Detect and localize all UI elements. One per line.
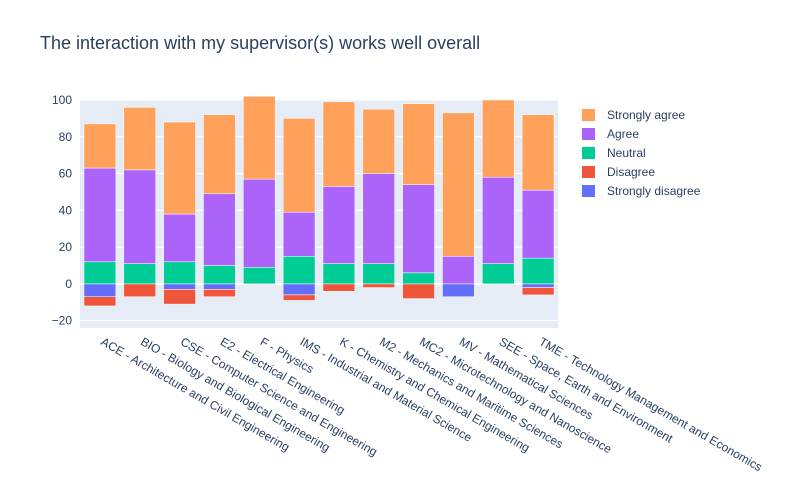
- bar-segment: [482, 263, 515, 285]
- legend-label: Disagree: [607, 165, 655, 179]
- bar-segment: [163, 283, 196, 290]
- bar-segment: [123, 263, 156, 285]
- bar-segment: [402, 103, 435, 185]
- bar-segment: [402, 184, 435, 274]
- bar-segment: [163, 213, 196, 263]
- bar-segment: [442, 283, 475, 297]
- bar-segment: [362, 173, 395, 264]
- legend-swatch: [582, 109, 595, 121]
- bar-segment: [282, 294, 316, 301]
- bar-segment: [482, 99, 515, 178]
- legend-swatch: [582, 128, 595, 140]
- bar-segment: [203, 265, 236, 285]
- bar-segment: [322, 263, 356, 285]
- legend-swatch: [582, 147, 595, 159]
- y-tick-label: 40: [59, 203, 73, 217]
- bar-segment: [83, 167, 117, 263]
- y-tick-label: −20: [52, 314, 73, 328]
- bar-segment: [402, 283, 435, 299]
- bar-segment: [163, 261, 196, 285]
- bar-segment: [203, 289, 236, 297]
- y-tick-label: 0: [65, 277, 72, 291]
- legend-swatch: [582, 166, 595, 178]
- bar-segment: [322, 283, 356, 292]
- bar-segment: [521, 189, 555, 259]
- bar-segment: [203, 193, 236, 266]
- bar-segment: [163, 121, 196, 215]
- plot-background: [80, 100, 558, 328]
- bar-segment: [83, 261, 117, 285]
- y-tick-label: 60: [59, 167, 73, 181]
- bar-segment: [243, 178, 276, 268]
- legend-swatch: [582, 185, 595, 197]
- y-tick-label: 100: [52, 93, 72, 107]
- bar-segment: [243, 267, 276, 285]
- bar-segment: [442, 112, 475, 257]
- bar-segment: [362, 283, 395, 288]
- chart-title: The interaction with my supervisor(s) wo…: [40, 33, 481, 53]
- bar-segment: [83, 296, 117, 307]
- bar-segment: [203, 283, 236, 290]
- bar-segment: [322, 186, 356, 264]
- legend-label: Neutral: [607, 146, 646, 160]
- legend-label: Strongly agree: [607, 108, 685, 122]
- bar-segment: [123, 283, 156, 297]
- bar-segment: [83, 283, 117, 297]
- bar-segment: [282, 118, 316, 213]
- bar-segment: [362, 108, 395, 174]
- bar-segment: [282, 283, 316, 296]
- legend-label: Agree: [607, 127, 639, 141]
- bar-segment: [402, 272, 435, 285]
- bar-segment: [322, 101, 356, 187]
- bar-segment: [163, 289, 196, 305]
- bar-segment: [243, 96, 276, 180]
- y-tick-label: 80: [59, 130, 73, 144]
- bar-segment: [83, 123, 117, 169]
- bar-segment: [442, 256, 475, 285]
- bar-segment: [123, 107, 156, 171]
- bar-segment: [521, 287, 555, 296]
- bar-segment: [123, 169, 156, 264]
- bar-segment: [521, 283, 555, 288]
- bar-segment: [362, 263, 395, 285]
- bar-segment: [482, 176, 515, 264]
- bar-segment: [282, 256, 316, 285]
- bar-segment: [521, 257, 555, 285]
- y-tick-label: 20: [59, 240, 73, 254]
- bar-segment: [203, 114, 236, 195]
- bar-segment: [282, 211, 316, 257]
- legend-label: Strongly disagree: [607, 184, 701, 198]
- bar-segment: [521, 114, 555, 191]
